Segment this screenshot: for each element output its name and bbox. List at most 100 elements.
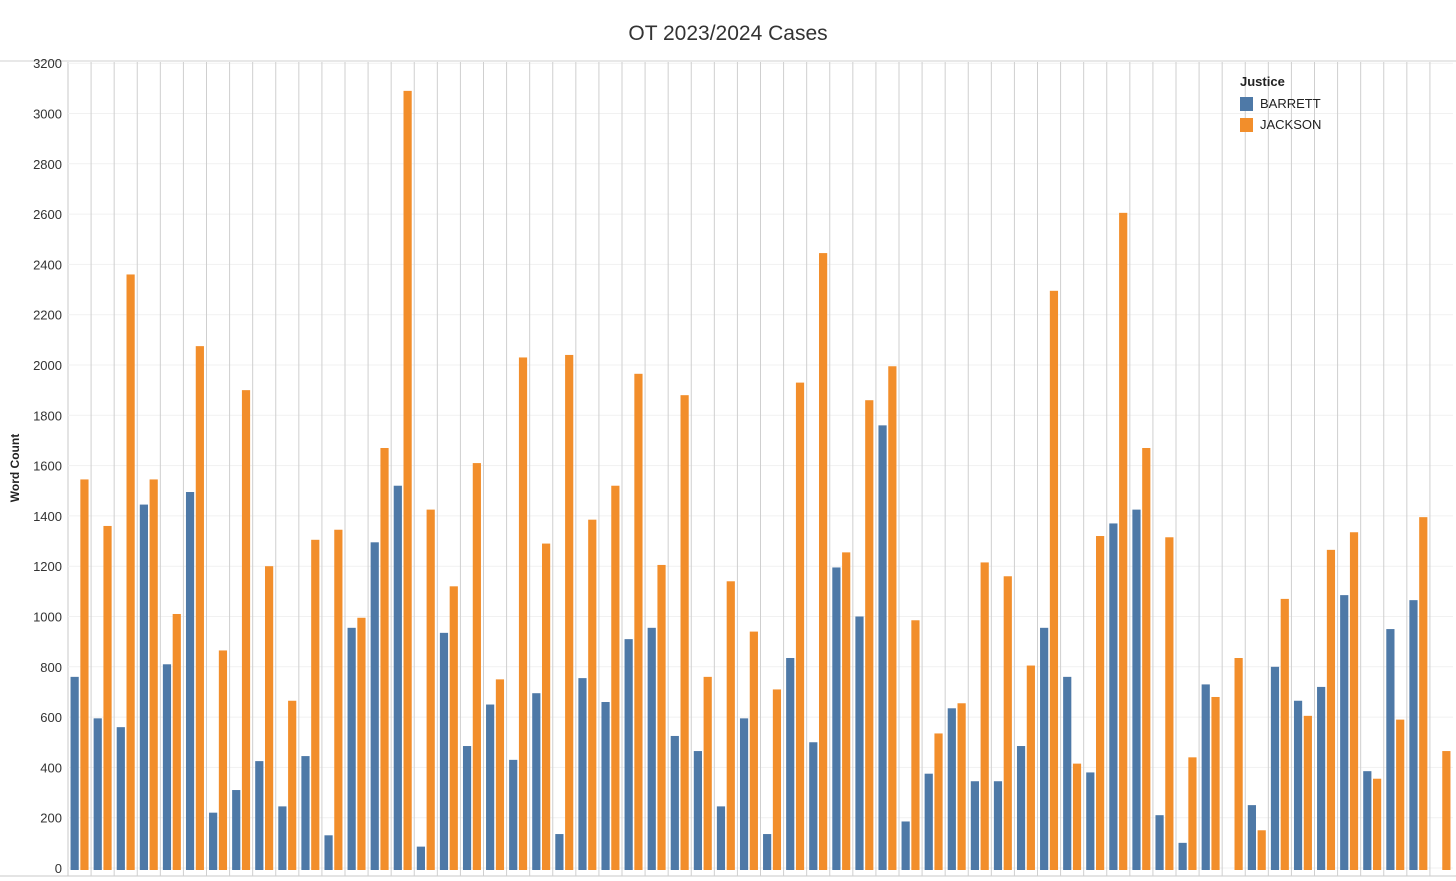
y-tick-label: 2000 bbox=[33, 358, 62, 373]
bar-jackson bbox=[265, 566, 274, 870]
bar-barrett bbox=[370, 542, 379, 870]
bar-barrett bbox=[139, 504, 148, 870]
bar-jackson bbox=[195, 346, 204, 870]
bar-jackson bbox=[149, 479, 158, 870]
bar-barrett bbox=[739, 718, 749, 870]
bar-barrett bbox=[509, 759, 518, 870]
bar-barrett bbox=[1040, 627, 1049, 870]
bar-barrett bbox=[832, 567, 841, 870]
bar-barrett bbox=[693, 751, 702, 870]
bar-jackson bbox=[1303, 715, 1312, 870]
bar-jackson bbox=[1003, 576, 1012, 870]
bar-jackson bbox=[980, 562, 989, 870]
bar-jackson bbox=[357, 617, 366, 870]
bar-jackson bbox=[680, 395, 689, 870]
bar-barrett bbox=[301, 756, 310, 870]
bar-barrett bbox=[1317, 686, 1326, 870]
bar-barrett bbox=[855, 616, 864, 870]
bar-barrett bbox=[1132, 509, 1141, 870]
bar-jackson bbox=[911, 620, 920, 870]
bar-jackson bbox=[1211, 696, 1220, 870]
bar-jackson bbox=[1326, 549, 1336, 870]
bar-jackson bbox=[403, 90, 412, 871]
bar-jackson bbox=[311, 539, 320, 870]
bar-jackson bbox=[542, 543, 551, 870]
bar-barrett bbox=[624, 639, 633, 870]
bar-jackson bbox=[1349, 532, 1359, 870]
bar-jackson bbox=[565, 354, 574, 870]
y-tick-label: 400 bbox=[40, 760, 62, 775]
bar-barrett bbox=[324, 835, 333, 870]
bar-jackson bbox=[334, 529, 343, 870]
legend-label-barrett: BARRETT bbox=[1260, 96, 1321, 111]
bar-barrett bbox=[1386, 629, 1395, 870]
legend-swatch-barrett bbox=[1240, 96, 1253, 111]
bar-barrett bbox=[1201, 684, 1210, 870]
y-tick-label: 3000 bbox=[33, 107, 62, 122]
bar-jackson bbox=[218, 650, 228, 870]
legend-label-jackson: JACKSON bbox=[1260, 117, 1322, 132]
bar-barrett bbox=[1409, 600, 1418, 870]
bar-barrett bbox=[1063, 676, 1072, 870]
bar-jackson bbox=[80, 479, 89, 870]
y-tick-label: 1800 bbox=[33, 408, 62, 423]
y-tick-label: 1200 bbox=[33, 559, 62, 574]
y-tick-label: 3200 bbox=[33, 56, 62, 71]
bar-barrett bbox=[1109, 523, 1118, 870]
bar-barrett bbox=[393, 485, 402, 870]
y-axis-label: Word Count bbox=[8, 434, 22, 502]
bar-jackson bbox=[726, 581, 735, 870]
bar-jackson bbox=[495, 679, 505, 870]
bar-barrett bbox=[185, 492, 195, 870]
bar-barrett bbox=[255, 761, 264, 870]
bar-barrett bbox=[993, 781, 1003, 870]
bar-jackson bbox=[772, 689, 782, 870]
bar-jackson bbox=[1049, 290, 1059, 870]
bar-jackson bbox=[588, 519, 597, 870]
bar-jackson bbox=[1234, 657, 1243, 870]
bar-jackson bbox=[1142, 447, 1151, 870]
legend-item-barrett[interactable]: BARRETT bbox=[1240, 93, 1321, 114]
bar-jackson bbox=[472, 463, 481, 870]
bar-barrett bbox=[347, 627, 356, 870]
bar-barrett bbox=[555, 834, 564, 870]
y-tick-label: 800 bbox=[40, 660, 62, 675]
bar-jackson bbox=[1257, 830, 1266, 870]
bar-barrett bbox=[1340, 595, 1349, 870]
bar-jackson bbox=[241, 390, 251, 870]
bar-jackson bbox=[1396, 719, 1405, 870]
chart-title: OT 2023/2024 Cases bbox=[628, 22, 828, 45]
bar-barrett bbox=[439, 632, 449, 870]
bar-jackson bbox=[842, 552, 851, 870]
bar-barrett bbox=[116, 727, 125, 870]
bar-barrett bbox=[947, 708, 956, 870]
y-tick-label: 1600 bbox=[33, 459, 62, 474]
bar-jackson bbox=[1419, 517, 1428, 870]
y-tick-label: 2200 bbox=[33, 308, 62, 323]
y-tick-label: 1000 bbox=[33, 610, 62, 625]
bar-barrett bbox=[647, 627, 656, 870]
bar-barrett bbox=[1270, 666, 1280, 870]
legend: Justice BARRETT JACKSON bbox=[1240, 74, 1321, 135]
bar-barrett bbox=[93, 718, 102, 870]
bar-barrett bbox=[716, 806, 726, 870]
bar-barrett bbox=[578, 678, 587, 870]
bar-jackson bbox=[703, 676, 712, 870]
bar-barrett bbox=[278, 806, 287, 870]
bar-barrett bbox=[924, 773, 933, 870]
bar-jackson bbox=[1119, 212, 1128, 870]
bar-barrett bbox=[162, 664, 172, 870]
bar-barrett bbox=[1178, 842, 1187, 870]
bar-barrett bbox=[70, 676, 79, 870]
bar-jackson bbox=[749, 631, 758, 870]
bar-barrett bbox=[1016, 746, 1026, 870]
bar-jackson bbox=[126, 274, 135, 871]
bar-barrett bbox=[763, 834, 772, 870]
bar-jackson bbox=[288, 700, 297, 870]
legend-item-jackson[interactable]: JACKSON bbox=[1240, 114, 1321, 135]
bar-barrett bbox=[878, 425, 887, 870]
bar-jackson bbox=[1373, 778, 1382, 870]
bar-barrett bbox=[1363, 771, 1372, 870]
bar-jackson bbox=[957, 703, 966, 870]
